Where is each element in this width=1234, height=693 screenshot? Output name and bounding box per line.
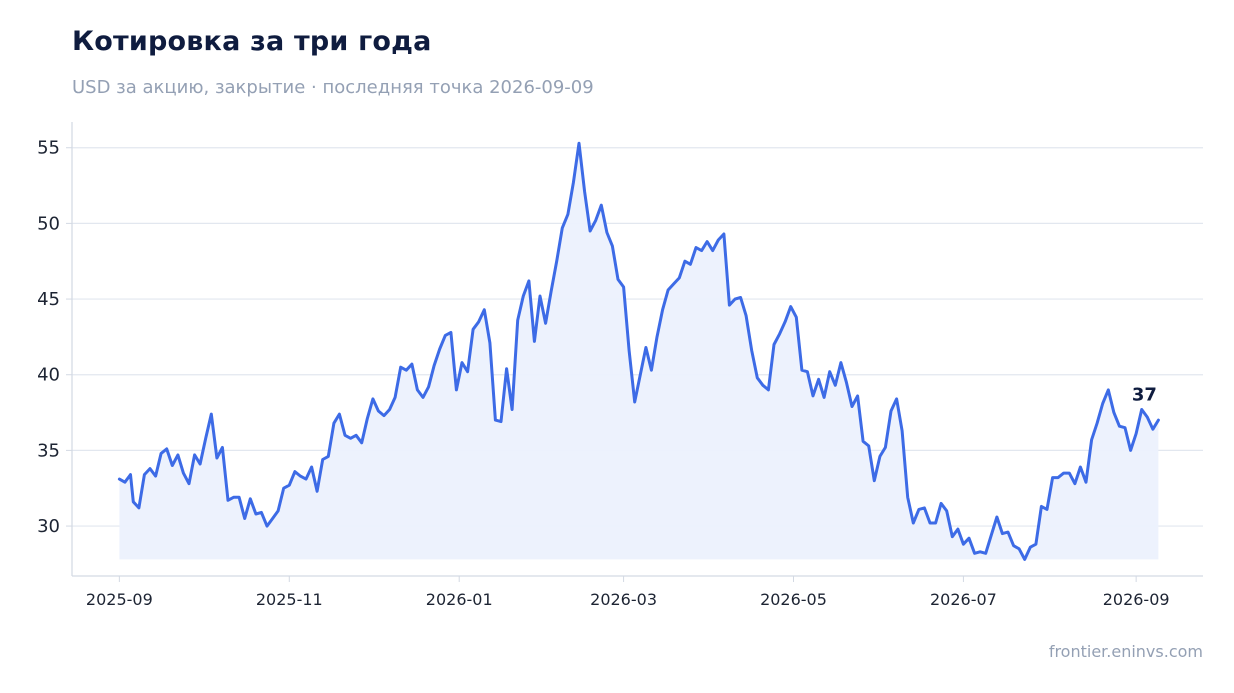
- x-tick-label: 2025-11: [256, 590, 323, 609]
- x-tick-label: 2026-03: [590, 590, 657, 609]
- price-line: [117, 141, 1160, 561]
- y-tick-label: 30: [37, 516, 60, 537]
- chart-title: Котировка за три года: [72, 26, 432, 57]
- last-value-label: 37: [1132, 384, 1157, 405]
- x-tick-label: 2026-01: [426, 590, 493, 609]
- y-tick-label: 50: [37, 213, 60, 234]
- x-tick-label: 2026-05: [760, 590, 827, 609]
- y-tick-label: 40: [37, 365, 60, 386]
- price-area-fill: [119, 143, 1159, 560]
- y-tick-label: 55: [37, 138, 60, 159]
- chart-subtitle: USD за акцию, закрытие · последняя точка…: [72, 77, 594, 98]
- source-credit: frontier.eninvs.com: [1048, 642, 1203, 661]
- y-tick-label: 45: [37, 289, 60, 310]
- y-tick-label: 35: [37, 440, 60, 461]
- x-tick-label: 2026-07: [930, 590, 997, 609]
- axes: [71, 122, 1203, 577]
- x-tick-labels: 2025-09 2025-11 2026-01 2026-03 2026-05 2026-…: [86, 576, 1170, 609]
- x-tick-label: 2025-09: [86, 590, 153, 609]
- y-tick-labels: 30 35 40 45 50 55: [37, 138, 72, 537]
- x-tick-label: 2026-09: [1103, 590, 1170, 609]
